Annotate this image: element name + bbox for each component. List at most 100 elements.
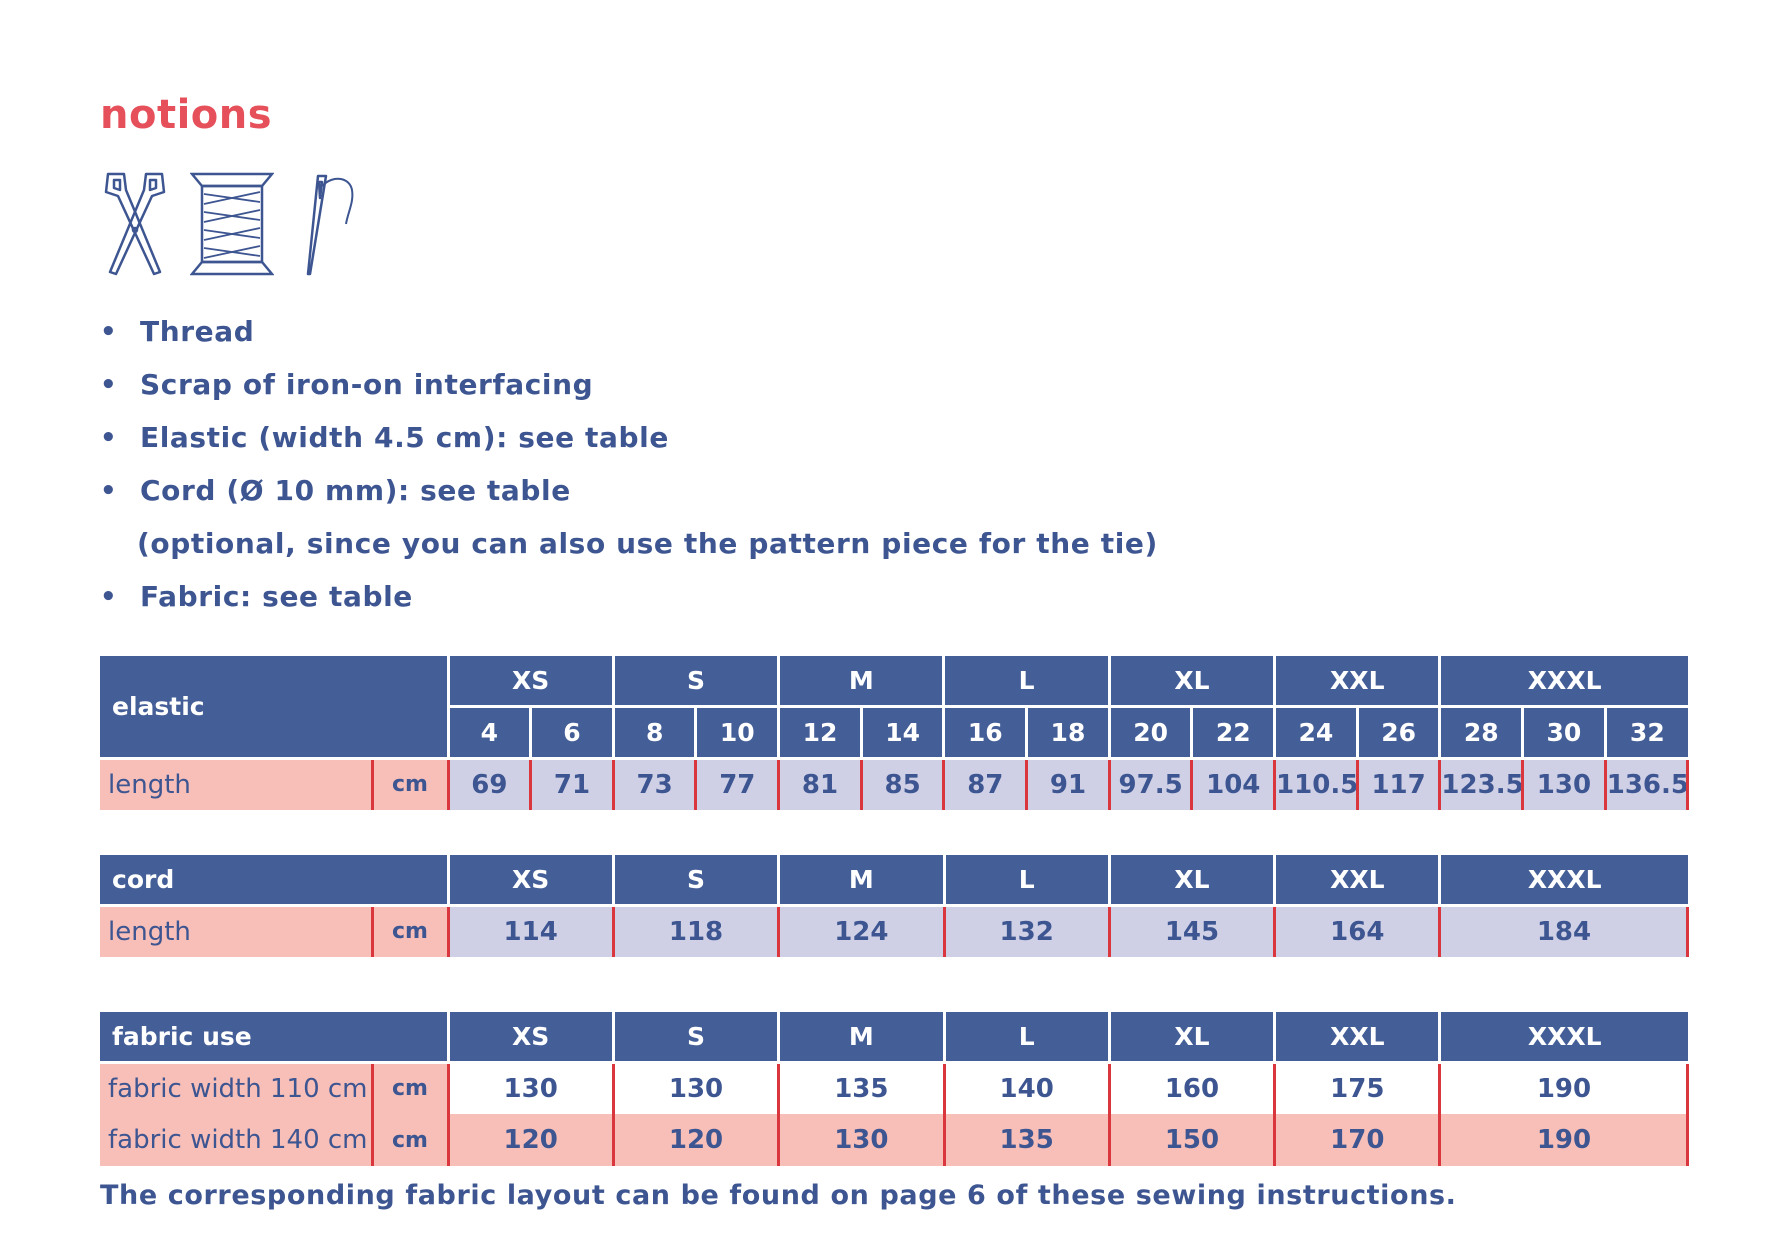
table-cell: 190	[1438, 1062, 1690, 1114]
size-header-l: L	[942, 656, 1110, 708]
cord-table: cord XS S M L XL XXL XXXL length cm 114 …	[100, 855, 1690, 957]
numeric-size-header: 24	[1273, 706, 1358, 760]
scissors-icon	[104, 172, 166, 276]
size-header-s: S	[611, 855, 779, 907]
table-cell: 117	[1355, 758, 1440, 810]
numeric-size-header: 4	[446, 706, 531, 760]
size-header-s: S	[611, 1012, 779, 1064]
size-header-xl: XL	[1107, 1012, 1275, 1064]
table-row: length cm 69 71 73 77 81 85 87 91 97.5 1…	[100, 758, 1690, 810]
size-header-xl: XL	[1107, 656, 1275, 708]
table-cell: 190	[1438, 1114, 1690, 1166]
table-cell: 132	[942, 905, 1110, 957]
numeric-size-header: 20	[1107, 706, 1192, 760]
notion-item-fabric: Fabric: see table	[100, 575, 1158, 628]
table-cell: 71	[529, 758, 614, 810]
numeric-size-header: 22	[1190, 706, 1275, 760]
notion-item-thread: Thread	[100, 310, 1158, 363]
table-cell: 110.5	[1273, 758, 1358, 810]
size-header-xs: XS	[446, 656, 614, 708]
row-unit: cm	[372, 1062, 449, 1114]
numeric-size-header: 18	[1025, 706, 1110, 760]
size-header-m: M	[777, 1012, 944, 1064]
table-cell: 130	[446, 1062, 614, 1114]
row-label: fabric width 110 cm	[100, 1062, 374, 1114]
table-cell: 69	[446, 758, 531, 810]
table-cell: 184	[1438, 905, 1690, 957]
table-cell: 77	[694, 758, 779, 810]
notions-list: Thread Scrap of iron-on interfacing Elas…	[100, 310, 1158, 628]
table-cell: 136.5	[1603, 758, 1690, 810]
fabric-use-table: fabric use XS S M L XL XXL XXXL fabric w…	[100, 1012, 1690, 1166]
size-header-m: M	[777, 656, 944, 708]
table-cell: 120	[611, 1114, 779, 1166]
row-label: length	[100, 758, 374, 810]
table-cell: 170	[1273, 1114, 1440, 1166]
numeric-size-header: 28	[1438, 706, 1523, 760]
numeric-size-header: 14	[859, 706, 944, 760]
row-unit: cm	[372, 758, 448, 810]
notion-item-cord: Cord (Ø 10 mm): see table	[100, 469, 1158, 522]
table-cell: 140	[942, 1062, 1110, 1114]
notion-item-cord-note: (optional, since you can also use the pa…	[137, 527, 1158, 560]
cord-table-title: cord	[100, 855, 449, 907]
elastic-table: elastic XS S M L XL XXL XXXL 4 6 8 10 12…	[100, 656, 1690, 810]
notions-icons	[100, 172, 360, 276]
thread-spool-icon	[190, 172, 274, 276]
table-cell: 123.5	[1438, 758, 1523, 810]
table-cell: 81	[777, 758, 862, 810]
table-row: length cm 114 118 124 132 145 164 184	[100, 905, 1690, 957]
size-header-xs: XS	[446, 855, 614, 907]
table-cell: 130	[777, 1114, 944, 1166]
size-header-xxxl: XXXL	[1438, 656, 1688, 708]
page-title: notions	[100, 92, 273, 138]
table-cell: 118	[611, 905, 779, 957]
size-header-xxl: XXL	[1273, 656, 1440, 708]
numeric-size-header: 10	[694, 706, 779, 760]
size-header-xxl: XXL	[1273, 855, 1440, 907]
size-header-l: L	[942, 855, 1110, 907]
needle-icon	[306, 174, 354, 276]
numeric-size-header: 26	[1355, 706, 1440, 760]
size-header-xxxl: XXXL	[1438, 855, 1688, 907]
fabric-table-title: fabric use	[100, 1012, 449, 1064]
row-label: length	[100, 905, 374, 957]
table-cell: 97.5	[1107, 758, 1192, 810]
table-cell: 130	[1521, 758, 1606, 810]
size-header-xs: XS	[446, 1012, 614, 1064]
row-label: fabric width 140 cm	[100, 1114, 374, 1166]
size-header-l: L	[942, 1012, 1110, 1064]
table-cell: 130	[611, 1062, 779, 1114]
numeric-size-header: 12	[777, 706, 862, 760]
table-cell: 104	[1190, 758, 1275, 810]
numeric-size-header: 8	[611, 706, 696, 760]
table-cell: 145	[1107, 905, 1275, 957]
size-header-xxxl: XXXL	[1438, 1012, 1688, 1064]
notion-item-elastic: Elastic (width 4.5 cm): see table	[100, 416, 1158, 469]
size-header-xxl: XXL	[1273, 1012, 1440, 1064]
elastic-table-title: elastic	[100, 656, 448, 760]
table-cell: 114	[446, 905, 614, 957]
table-cell: 85	[859, 758, 944, 810]
table-cell: 135	[777, 1062, 944, 1114]
table-cell: 91	[1025, 758, 1110, 810]
numeric-size-header: 16	[942, 706, 1027, 760]
table-cell: 124	[777, 905, 944, 957]
table-cell: 87	[942, 758, 1027, 810]
table-row: fabric width 110 cm cm 130 130 135 140 1…	[100, 1062, 1690, 1114]
table-row: fabric width 140 cm cm 120 120 130 135 1…	[100, 1114, 1690, 1166]
numeric-size-header: 30	[1521, 706, 1606, 760]
numeric-size-header: 6	[529, 706, 614, 760]
size-header-xl: XL	[1107, 855, 1275, 907]
table-cell: 135	[942, 1114, 1110, 1166]
row-unit: cm	[372, 1114, 449, 1166]
size-header-m: M	[777, 855, 944, 907]
numeric-size-header: 32	[1603, 706, 1688, 760]
row-unit: cm	[372, 905, 449, 957]
table-cell: 160	[1107, 1062, 1275, 1114]
footnote: The corresponding fabric layout can be f…	[100, 1180, 1457, 1211]
table-cell: 150	[1107, 1114, 1275, 1166]
notion-item-interfacing: Scrap of iron-on interfacing	[100, 363, 1158, 416]
table-cell: 73	[611, 758, 696, 810]
size-header-s: S	[611, 656, 779, 708]
